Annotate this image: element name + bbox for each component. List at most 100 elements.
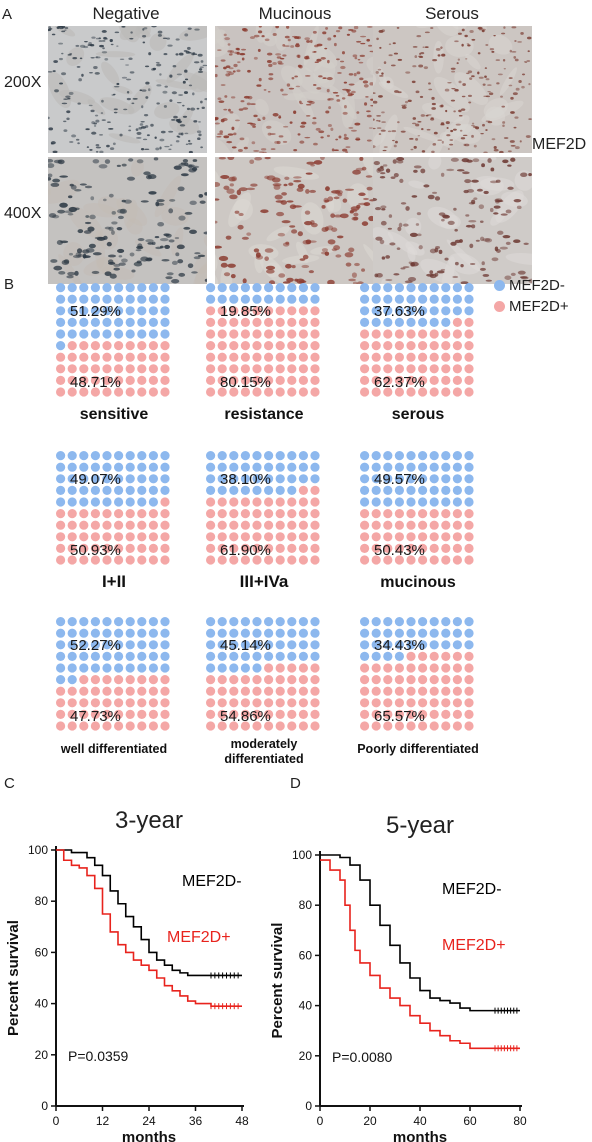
nucleus-dot (52, 150, 58, 153)
waffle-dot-positive (452, 675, 462, 685)
nucleus-dot (139, 89, 143, 92)
nucleus-dot (383, 61, 387, 65)
nucleus-dot (265, 265, 276, 270)
nucleus-dot (48, 26, 52, 30)
waffle-dot-negative (67, 294, 77, 304)
nucleus-dot (358, 202, 368, 206)
nucleus-dot (364, 102, 368, 106)
waffle-dot-positive (79, 375, 89, 385)
waffle-dot-negative (137, 283, 147, 293)
nucleus-dot (176, 135, 180, 138)
nucleus-dot (257, 48, 261, 52)
waffle-dot-negative (252, 651, 262, 662)
nucleus-dot (88, 104, 93, 107)
waffle-dot-negative (56, 628, 66, 638)
nucleus-dot (48, 116, 50, 120)
nucleus-dot (451, 87, 456, 90)
waffle-dot-positive (125, 508, 135, 519)
waffle-dot-positive (206, 341, 216, 351)
nucleus-dot (345, 146, 351, 149)
x-tick-label: 40 (413, 1114, 427, 1128)
waffle-dot-positive (90, 675, 100, 685)
waffle-dot-negative (114, 497, 124, 507)
nucleus-dot (199, 200, 206, 204)
nucleus-dot (503, 68, 506, 70)
nucleus-dot (326, 88, 330, 93)
stroma-blob (448, 253, 481, 275)
waffle-negative-percent: 38.10% (220, 471, 271, 488)
waffle-dot-positive (79, 709, 89, 720)
nucleus-dot (243, 146, 248, 150)
nucleus-dot (527, 50, 530, 53)
nucleus-dot (484, 75, 487, 78)
nucleus-dot (288, 87, 295, 90)
nucleus-dot (296, 54, 300, 58)
waffle-dot-negative (114, 628, 124, 638)
nucleus-dot (421, 128, 424, 131)
waffle-dot-negative (67, 306, 77, 316)
nucleus-dot (476, 188, 483, 192)
waffle-dot-positive (429, 329, 439, 339)
waffle-dot-positive (464, 709, 474, 720)
nucleus-dot (463, 189, 469, 194)
nucleus-dot (399, 178, 404, 184)
nucleus-dot (493, 212, 499, 215)
nucleus-dot (140, 147, 145, 151)
waffle-dot-positive (360, 341, 370, 351)
nucleus-dot (333, 245, 341, 251)
y-tick-label: 40 (35, 997, 49, 1011)
waffle-dot-negative (360, 651, 370, 662)
nucleus-dot (136, 131, 142, 135)
waffle-dot-positive (217, 543, 227, 554)
series-label-positive: MEF2D+ (442, 937, 506, 954)
nucleus-dot (92, 252, 102, 256)
nucleus-dot (111, 230, 115, 235)
nucleus-dot (454, 261, 459, 266)
nucleus-dot (126, 90, 130, 94)
waffle-dot-positive (275, 329, 285, 339)
nucleus-dot (436, 270, 445, 274)
nucleus-dot (58, 271, 66, 275)
nucleus-dot (145, 239, 154, 243)
nucleus-dot (52, 70, 56, 73)
waffle-dot-positive (441, 709, 451, 720)
waffle-dot-positive (394, 375, 404, 385)
nucleus-dot (432, 59, 438, 62)
nucleus-dot (295, 42, 300, 46)
waffle-dot-negative (125, 317, 135, 327)
nucleus-dot (446, 126, 449, 129)
waffle-dot-negative (206, 617, 216, 627)
waffle-dot-negative (102, 329, 112, 339)
nucleus-dot (378, 95, 383, 98)
waffle-dot-positive (252, 317, 262, 327)
waffle-dot-negative (90, 617, 100, 627)
waffle-dot-negative (79, 485, 89, 495)
survival-curve-positive (56, 849, 242, 1007)
waffle-dot-positive (275, 508, 285, 519)
nucleus-dot (507, 164, 512, 167)
nucleus-dot (479, 236, 485, 242)
nucleus-dot (66, 275, 74, 279)
waffle-dot-positive (206, 709, 216, 720)
waffle-dot-negative (310, 294, 320, 304)
nucleus-dot (99, 134, 104, 136)
y-tick-label: 0 (305, 1099, 312, 1113)
nucleus-dot (203, 231, 207, 235)
waffle-dot-positive (160, 698, 170, 708)
nucleus-dot (450, 67, 456, 70)
waffle-dot-positive (464, 663, 474, 673)
nucleus-dot (382, 149, 387, 152)
waffle-dot-positive (429, 555, 439, 565)
waffle-dot-positive (394, 520, 404, 530)
nucleus-dot (117, 209, 126, 214)
waffle-dot-positive (67, 543, 77, 554)
waffle-dot-negative (206, 283, 216, 293)
waffle-dot-positive (310, 721, 320, 731)
waffle-positive-percent: 50.93% (70, 542, 121, 559)
waffle-dot-positive (406, 329, 416, 339)
waffle-dot-positive (90, 364, 100, 374)
waffle-dot-positive (229, 686, 239, 696)
waffle-dot-positive (160, 555, 170, 565)
waffle-dot-negative (67, 617, 77, 627)
stroma-blob (428, 157, 442, 170)
